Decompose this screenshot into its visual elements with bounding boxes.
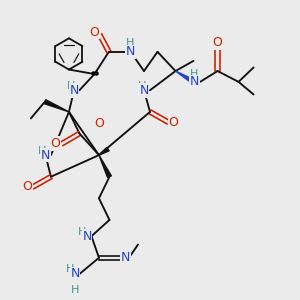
Text: O: O bbox=[213, 36, 223, 49]
Text: N: N bbox=[82, 230, 92, 243]
Text: H: H bbox=[67, 81, 75, 91]
Text: N: N bbox=[69, 84, 79, 97]
Text: N: N bbox=[139, 84, 149, 97]
Text: H: H bbox=[38, 146, 47, 156]
Polygon shape bbox=[44, 100, 69, 112]
Text: N: N bbox=[120, 251, 130, 264]
Polygon shape bbox=[99, 155, 111, 178]
Text: N: N bbox=[70, 268, 80, 281]
Text: O: O bbox=[22, 180, 32, 194]
Text: O: O bbox=[94, 117, 104, 130]
Text: H: H bbox=[138, 81, 146, 91]
Text: O: O bbox=[169, 116, 178, 129]
Text: H: H bbox=[66, 265, 75, 275]
Text: H: H bbox=[126, 38, 135, 48]
Text: H: H bbox=[71, 285, 79, 295]
Polygon shape bbox=[99, 147, 109, 155]
Text: O: O bbox=[50, 137, 60, 150]
Text: H: H bbox=[190, 69, 198, 79]
Text: N: N bbox=[41, 148, 50, 162]
Text: O: O bbox=[89, 26, 99, 38]
Text: N: N bbox=[189, 75, 199, 88]
Polygon shape bbox=[176, 71, 195, 84]
Text: N: N bbox=[126, 45, 135, 58]
Text: H: H bbox=[78, 227, 87, 237]
